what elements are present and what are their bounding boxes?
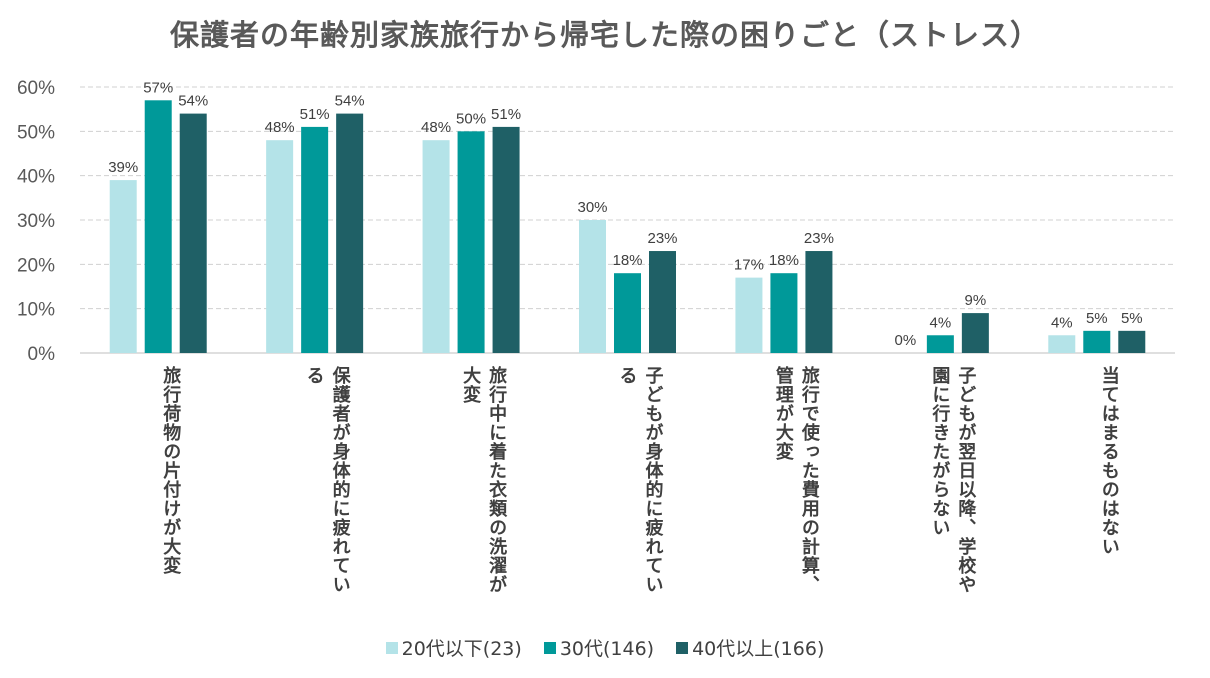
bar — [1083, 330, 1111, 353]
bar — [422, 140, 450, 353]
data-label: 39% — [108, 159, 138, 176]
bar — [770, 273, 798, 353]
legend-swatch — [676, 641, 689, 654]
data-label: 18% — [769, 252, 799, 269]
legend-label: 20代以下(23) — [401, 638, 522, 660]
x-category-label: 保護者が身体的に疲れている — [303, 366, 351, 594]
bar — [614, 273, 641, 353]
x-category-label: 旅行で使った費用の計算、管理が大変 — [772, 366, 820, 594]
x-category-label: 旅行中に着た衣類の洗濯が大変 — [460, 366, 508, 594]
bar — [961, 313, 989, 353]
bar — [109, 180, 137, 353]
bar — [144, 100, 172, 353]
x-category-label: 子どもが身体的に疲れている — [616, 366, 664, 594]
bar — [301, 126, 329, 354]
bar — [1118, 330, 1146, 353]
bar — [1048, 335, 1076, 353]
y-tick-label: 0% — [28, 344, 56, 365]
data-label: 4% — [930, 314, 952, 331]
data-label: 51% — [300, 106, 330, 123]
data-label: 48% — [265, 119, 295, 136]
y-tick-label: 50% — [17, 122, 55, 143]
data-label: 5% — [1121, 310, 1143, 327]
legend-label: 30代(146) — [559, 638, 655, 660]
bar — [579, 220, 606, 353]
y-tick-label: 60% — [17, 78, 55, 99]
data-label: 54% — [178, 93, 208, 110]
bar — [805, 251, 833, 353]
data-label: 0% — [895, 332, 917, 349]
y-tick-label: 10% — [17, 300, 55, 321]
bar — [492, 126, 520, 354]
data-label: 23% — [647, 230, 677, 247]
legend-item: 40代以上(166) — [676, 634, 824, 661]
x-category-label: 当てはまるものはない — [1098, 366, 1120, 556]
data-label: 17% — [734, 257, 764, 274]
y-tick-label: 20% — [17, 255, 55, 276]
data-label: 30% — [577, 199, 607, 216]
data-label: 57% — [143, 79, 173, 96]
legend-item: 20代以下(23) — [385, 634, 522, 661]
x-category-label: 子どもが翌日以降、学校や園に行きたがらない — [929, 366, 977, 594]
legend-swatch — [543, 641, 556, 654]
data-label: 54% — [335, 93, 365, 110]
data-label: 18% — [612, 252, 642, 269]
bar — [735, 277, 763, 353]
bar — [457, 131, 485, 353]
bar — [266, 140, 294, 353]
bar — [926, 335, 954, 353]
bar — [179, 113, 207, 353]
bar — [336, 113, 364, 353]
y-tick-label: 40% — [17, 167, 55, 188]
data-label: 4% — [1051, 314, 1073, 331]
data-label: 50% — [456, 110, 486, 127]
legend: 20代以下(23) 30代(146) 40代以上(166) — [0, 634, 1210, 661]
data-label: 5% — [1086, 310, 1108, 327]
data-label: 23% — [804, 230, 834, 247]
legend-swatch — [385, 641, 398, 654]
chart-title: 保護者の年齢別家族旅行から帰宅した際の困りごと（ストレス） — [169, 18, 1040, 52]
data-label: 51% — [491, 106, 521, 123]
legend-label: 40代以上(166) — [692, 638, 825, 660]
data-label: 48% — [421, 119, 451, 136]
x-category-label: 旅行荷物の片付けが大変 — [160, 366, 182, 575]
legend-item: 30代(146) — [543, 634, 655, 661]
y-tick-label: 30% — [17, 211, 55, 232]
bar — [649, 251, 676, 353]
data-label: 9% — [965, 292, 987, 309]
